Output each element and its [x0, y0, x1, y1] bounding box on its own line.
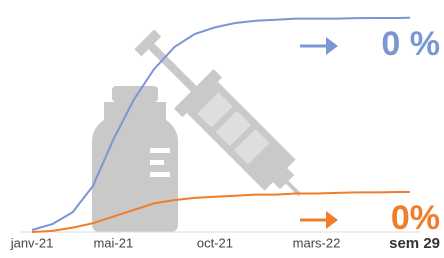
x-tick-label: mai-21 — [93, 235, 133, 250]
arrow-head — [326, 37, 338, 55]
x-tick-label: oct-21 — [197, 235, 233, 250]
vaccine-icons — [92, 19, 320, 232]
x-tick-label: janv-21 — [10, 235, 54, 250]
arrow-head — [326, 211, 338, 229]
chart: sem 29 janv-21 mai-21 oct-21 mars-22 0 % 0% — [0, 0, 444, 258]
end-label: 0 % — [381, 25, 440, 63]
x-tick-label: mars-22 — [293, 235, 341, 250]
week-annotation: sem 29 — [389, 235, 440, 252]
end-label: 0% — [391, 199, 440, 237]
line — [32, 192, 410, 232]
